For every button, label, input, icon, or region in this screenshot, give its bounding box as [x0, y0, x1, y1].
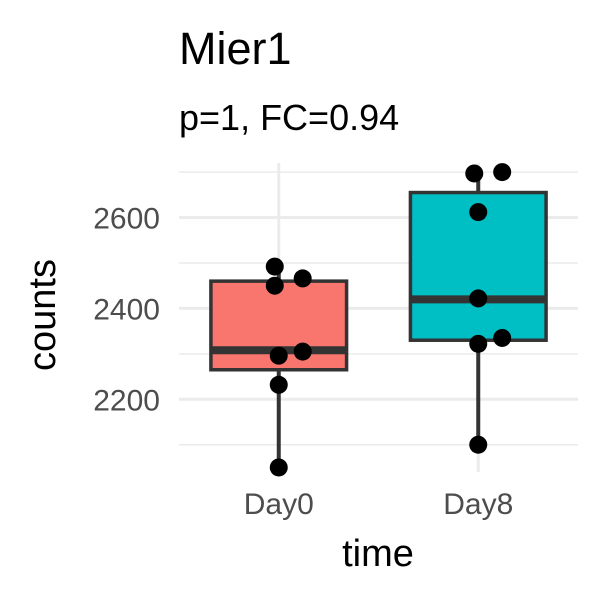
data-point: [269, 346, 288, 365]
y-tick-label: 2600: [93, 203, 160, 236]
y-axis-ticks: 2200 2400 2600: [93, 203, 160, 418]
data-point: [265, 257, 284, 276]
data-point: [465, 164, 484, 183]
data-point: [469, 435, 488, 454]
data-point: [469, 334, 488, 353]
data-point: [293, 342, 312, 361]
x-axis-ticks: Day0 Day8: [244, 488, 514, 521]
data-point: [269, 458, 288, 477]
data-point: [493, 328, 512, 347]
x-tick-label: Day8: [443, 488, 513, 521]
x-tick-label: Day0: [244, 488, 314, 521]
chart-subtitle: p=1, FC=0.94: [179, 97, 399, 138]
y-tick-label: 2200: [93, 384, 160, 417]
data-point: [293, 269, 312, 288]
y-axis-title: counts: [22, 259, 64, 371]
chart-title: Mier1: [179, 23, 292, 74]
y-tick-label: 2400: [93, 293, 160, 326]
x-axis-title: time: [342, 533, 414, 575]
box-day0: [209, 266, 349, 468]
data-point: [269, 375, 288, 394]
data-points: [265, 163, 512, 477]
data-point: [265, 276, 284, 295]
data-point: [469, 203, 488, 222]
data-point: [469, 289, 488, 308]
data-point: [493, 163, 512, 182]
